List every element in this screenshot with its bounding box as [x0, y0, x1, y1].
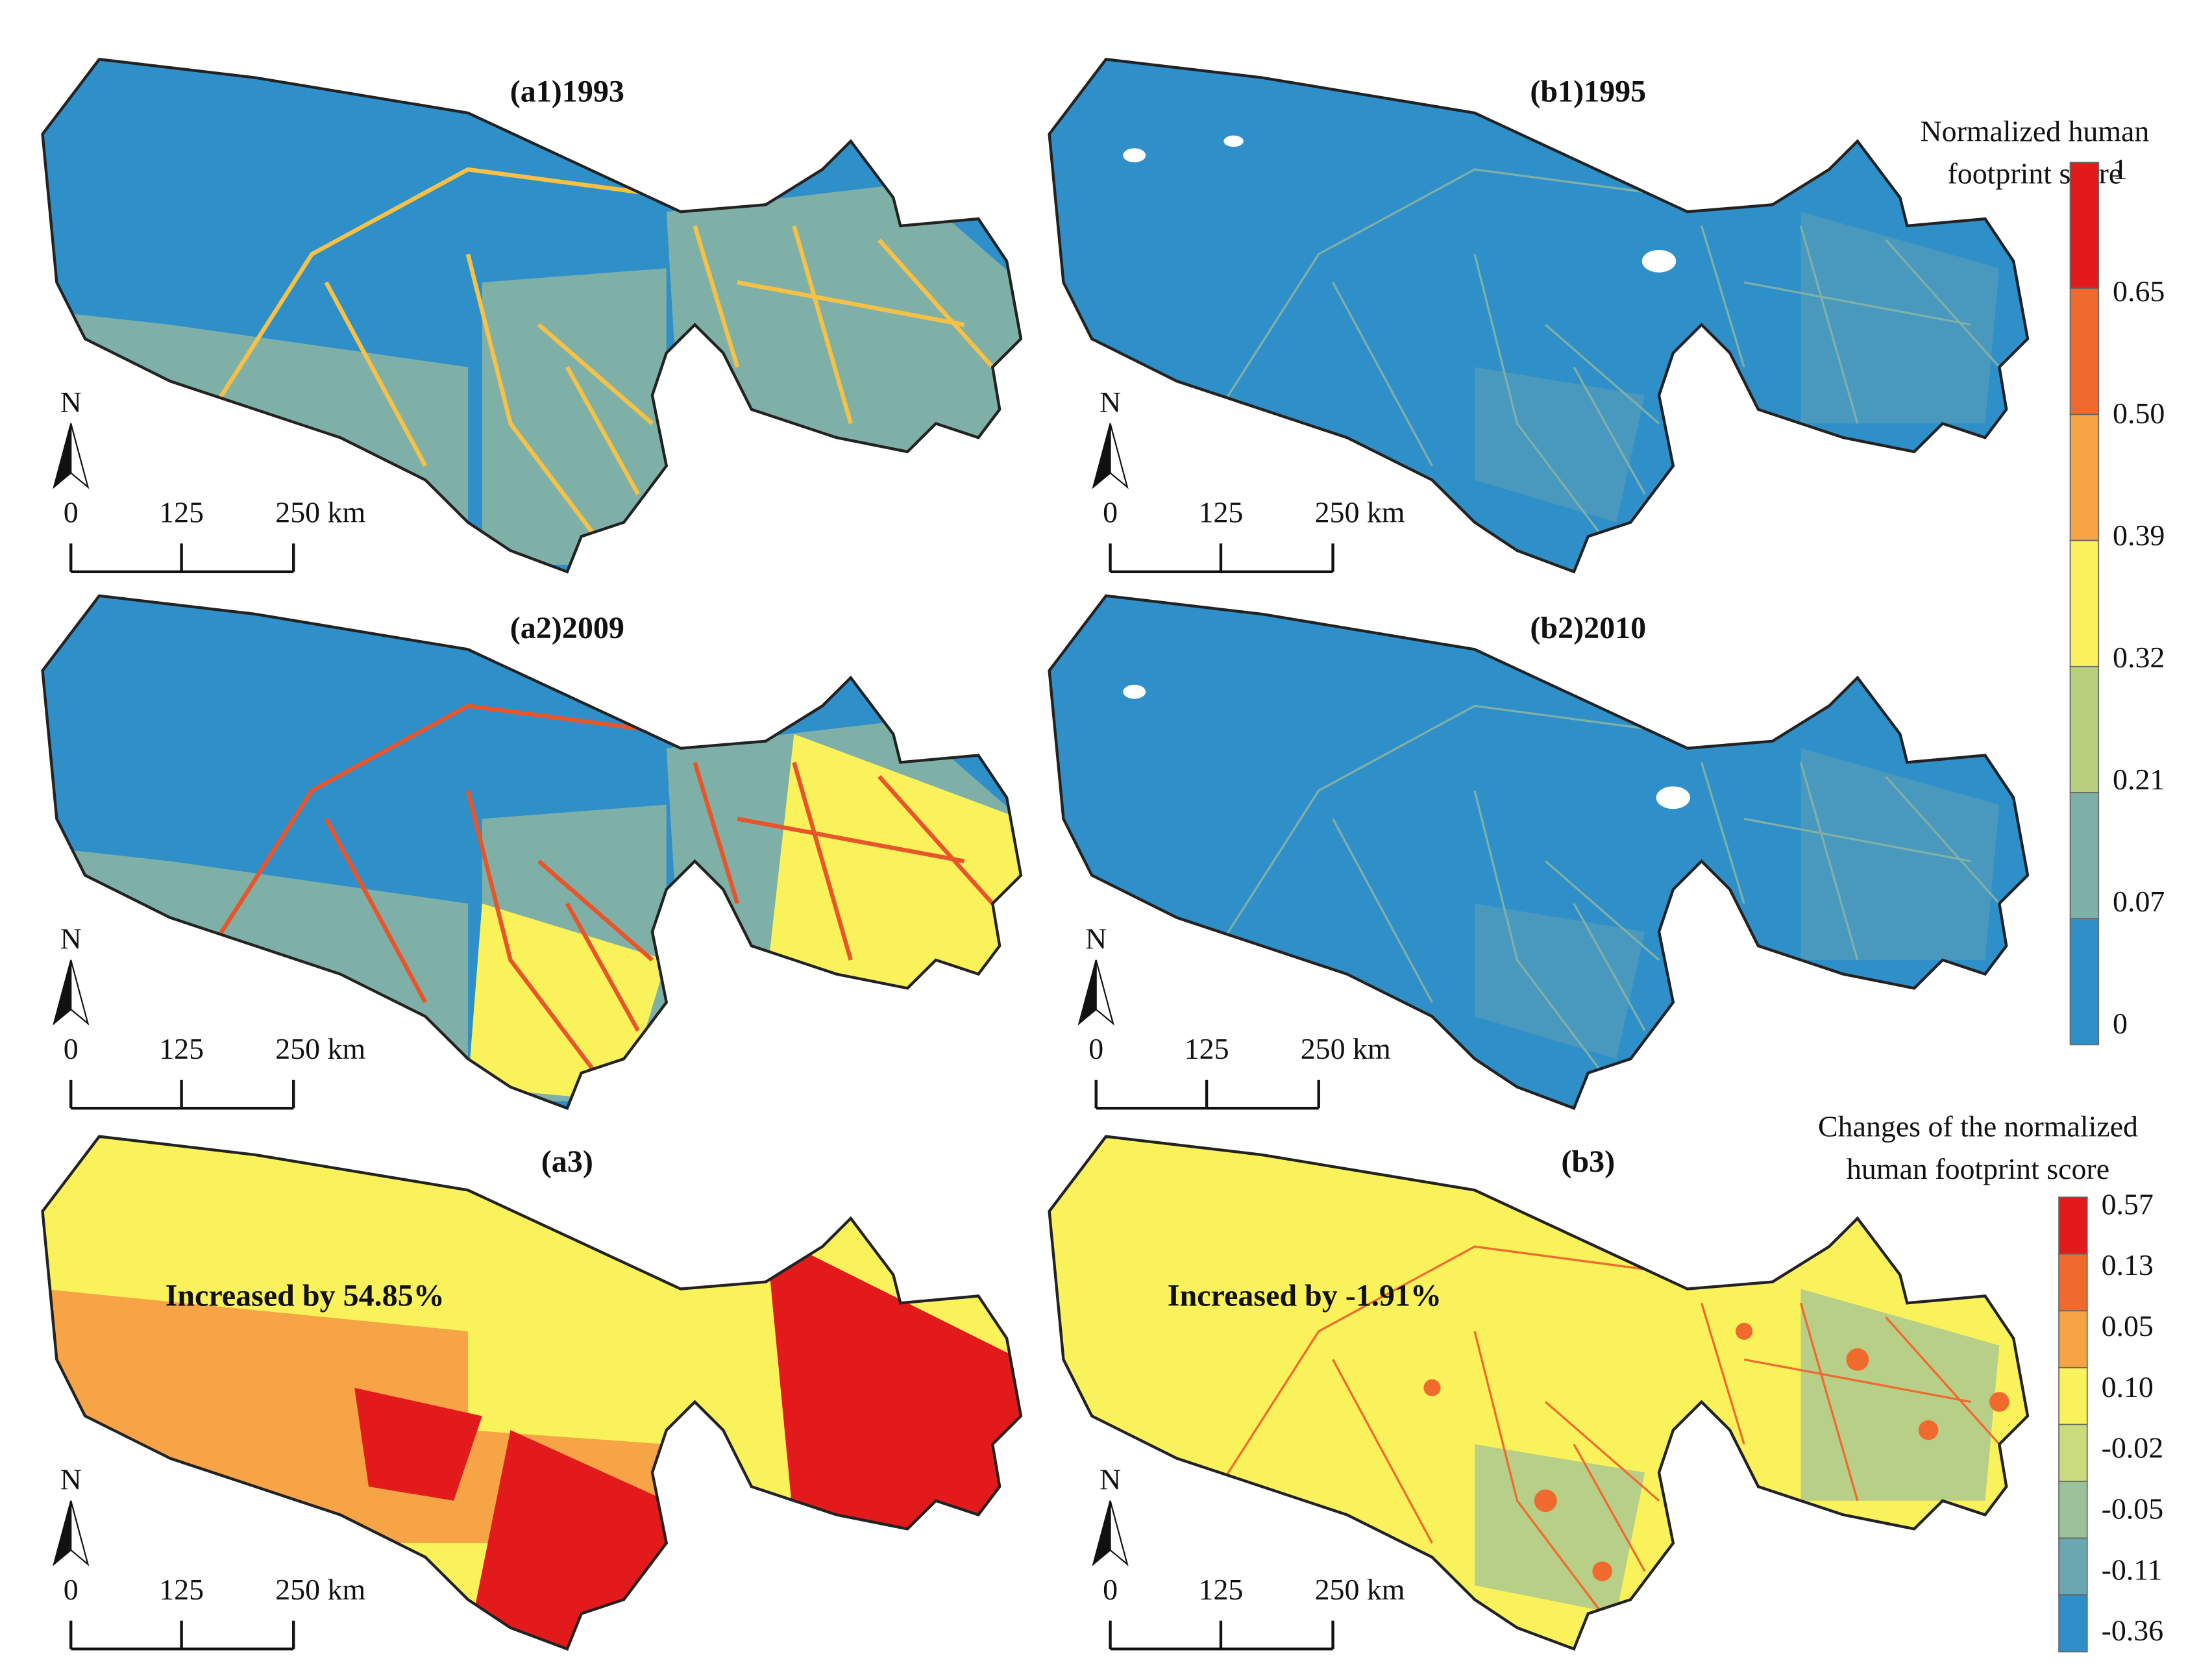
north-label: N [60, 386, 82, 419]
map-a3 [0, 1077, 1050, 1670]
legend-label: -0.02 [2102, 1431, 2164, 1464]
north-arrow [53, 423, 72, 489]
north-label: N [60, 922, 82, 956]
scale-label: 0 [1103, 496, 1118, 529]
legend-swatch [2058, 1366, 2088, 1426]
legend-label: 0.21 [2113, 763, 2165, 796]
legend-swatch [2069, 665, 2100, 793]
legend-label: 0.65 [2113, 275, 2165, 308]
north-label: N [1100, 386, 1121, 419]
panel-title: (a2)2009 [510, 611, 624, 645]
scale-label: 0 [64, 496, 79, 529]
north-label: N [1100, 1463, 1121, 1496]
scale-label: 0 [64, 1573, 79, 1606]
north-arrow [1095, 959, 1114, 1026]
legend-label: -0.11 [2102, 1553, 2163, 1586]
legend-label: 0.57 [2102, 1187, 2154, 1220]
north-label: N [1085, 922, 1107, 956]
scale-label: 250 km [1315, 1573, 1405, 1606]
legend-title: Changes of the normalized [1818, 1110, 2138, 1143]
legend-label: 0.05 [2102, 1309, 2154, 1342]
scale-label: 125 [1185, 1032, 1229, 1065]
legend-swatch [2058, 1594, 2088, 1653]
legend-label: 0.13 [2102, 1248, 2154, 1281]
map-furniture: N 0 125 250 km [53, 922, 365, 1110]
legend-label: 0 [2113, 1007, 2128, 1040]
legend-swatch [2069, 288, 2100, 415]
north-arrow [1077, 959, 1097, 1026]
north-label: N [60, 1463, 82, 1496]
legend-title: human footprint score [1847, 1152, 2109, 1185]
legend-label: 0.50 [2113, 397, 2165, 430]
scale-label: 0 [1103, 1573, 1118, 1606]
legend-swatch [2058, 1196, 2088, 1255]
north-arrow [1092, 1500, 1111, 1566]
scale-label: 0 [1088, 1032, 1103, 1065]
north-arrow [70, 423, 90, 489]
scale-label: 250 km [275, 1032, 365, 1065]
scale-label: 125 [159, 1573, 204, 1606]
map-furniture: N 0 125 250 km [1077, 922, 1391, 1110]
legend-swatch [2058, 1253, 2088, 1312]
north-arrow [53, 1500, 72, 1566]
legend-swatch [2069, 918, 2100, 1046]
legend-swatch [2069, 414, 2100, 541]
scale-label: 250 km [1315, 496, 1405, 529]
legend-label: 0.32 [2113, 641, 2165, 674]
scale-label: 125 [159, 1032, 204, 1065]
legend-label: -0.05 [2102, 1492, 2164, 1526]
legend-swatch [2058, 1537, 2088, 1596]
annotation: Increased by -1.91% [1168, 1279, 1442, 1313]
north-arrow [1092, 423, 1111, 489]
scale-label: 125 [1199, 496, 1244, 529]
map-furniture: N 0 125 250 km [53, 1463, 365, 1651]
map-furniture: N 0 125 250 km [1092, 386, 1405, 573]
panel-title: (b2)2010 [1530, 611, 1646, 645]
legend-label: 0.07 [2113, 885, 2165, 918]
north-arrow [70, 959, 90, 1026]
scale-label: 250 km [1301, 1032, 1391, 1065]
panel-title: (b1)1995 [1530, 75, 1646, 109]
scale-label: 125 [1199, 1573, 1244, 1606]
panel-title: (a1)1993 [510, 75, 624, 109]
map-furniture: N 0 125 250 km [1092, 1463, 1405, 1651]
scale-label: 0 [64, 1032, 79, 1065]
legend-swatch [2069, 539, 2100, 667]
legend-label: -0.36 [2102, 1614, 2164, 1647]
panel-title: (a3) [541, 1144, 593, 1179]
map-furniture: N 0 125 250 km [53, 386, 365, 573]
legend-label: 0.39 [2113, 519, 2165, 552]
legend-swatch [2069, 792, 2100, 920]
annotation: Increased by 54.85% [166, 1279, 445, 1313]
legend-label: 1 [2113, 153, 2128, 186]
scale-label: 125 [159, 496, 204, 529]
north-arrow [1109, 1500, 1129, 1566]
north-arrow [1109, 423, 1129, 489]
legend-title: Normalized human [1921, 115, 2150, 148]
legend-swatch [2069, 162, 2100, 290]
north-arrow [53, 959, 72, 1026]
legend-swatch [2058, 1310, 2088, 1368]
scale-label: 250 km [275, 496, 365, 529]
scale-label: 250 km [275, 1573, 365, 1606]
legend-label: 0.10 [2102, 1370, 2154, 1403]
legend-swatch [2058, 1481, 2088, 1539]
legend-swatch [2058, 1424, 2088, 1482]
north-arrow [70, 1500, 90, 1566]
panel-title: (b3) [1561, 1144, 1615, 1179]
